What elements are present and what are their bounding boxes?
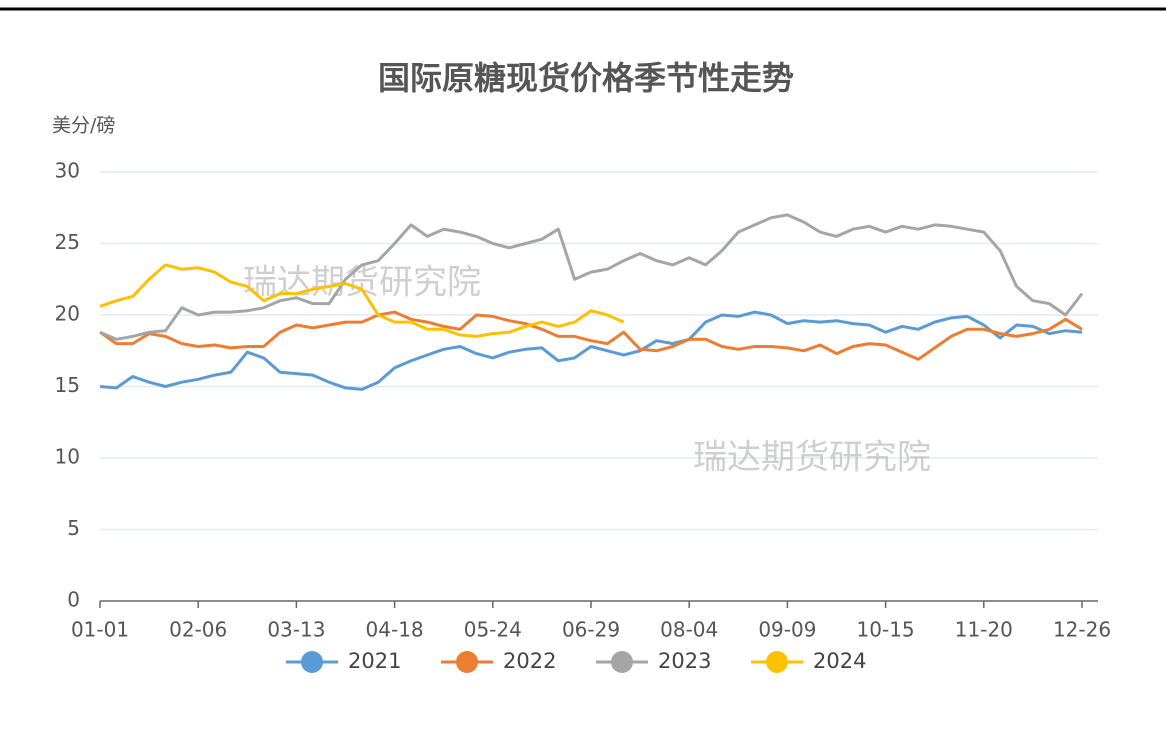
x-tick-label: 08-04 [660, 618, 718, 642]
series-line [99, 310, 1083, 361]
y-axis-label: 美分/磅 [52, 115, 115, 137]
series-line [99, 213, 1084, 341]
legend-marker [301, 651, 323, 673]
x-tick-label: 10-15 [857, 618, 915, 642]
y-tick-label: 10 [55, 445, 80, 469]
series-line [99, 263, 625, 338]
legend-label: 2024 [813, 649, 866, 673]
legend-label: 2023 [658, 649, 711, 673]
y-tick-label: 5 [67, 516, 80, 540]
x-tick-label: 06-29 [562, 618, 620, 642]
x-tick-label: 01-01 [71, 618, 129, 642]
x-tick-label: 11-20 [955, 618, 1013, 642]
x-tick-label: 02-06 [169, 618, 227, 642]
legend-label: 2022 [503, 649, 556, 673]
legend-label: 2021 [348, 649, 401, 673]
y-tick-label: 15 [55, 373, 80, 397]
chart-title: 国际原糖现货价格季节性走势 [378, 59, 794, 97]
x-tick-label: 03-13 [267, 618, 325, 642]
x-tick-label: 04-18 [366, 618, 424, 642]
legend-marker [611, 651, 633, 673]
x-tick-label: 12-26 [1053, 618, 1111, 642]
watermark: 瑞达期货研究院 [693, 438, 931, 478]
y-tick-label: 25 [55, 230, 80, 254]
legend-marker [766, 651, 788, 673]
x-tick-label: 09-09 [758, 618, 816, 642]
watermark: 瑞达期货研究院 [243, 263, 481, 303]
y-tick-label: 0 [67, 588, 80, 612]
x-tick-label: 05-24 [464, 618, 522, 642]
y-tick-label: 20 [55, 302, 80, 326]
y-tick-label: 30 [55, 159, 80, 183]
series-line [99, 310, 1083, 391]
legend-marker [456, 651, 478, 673]
